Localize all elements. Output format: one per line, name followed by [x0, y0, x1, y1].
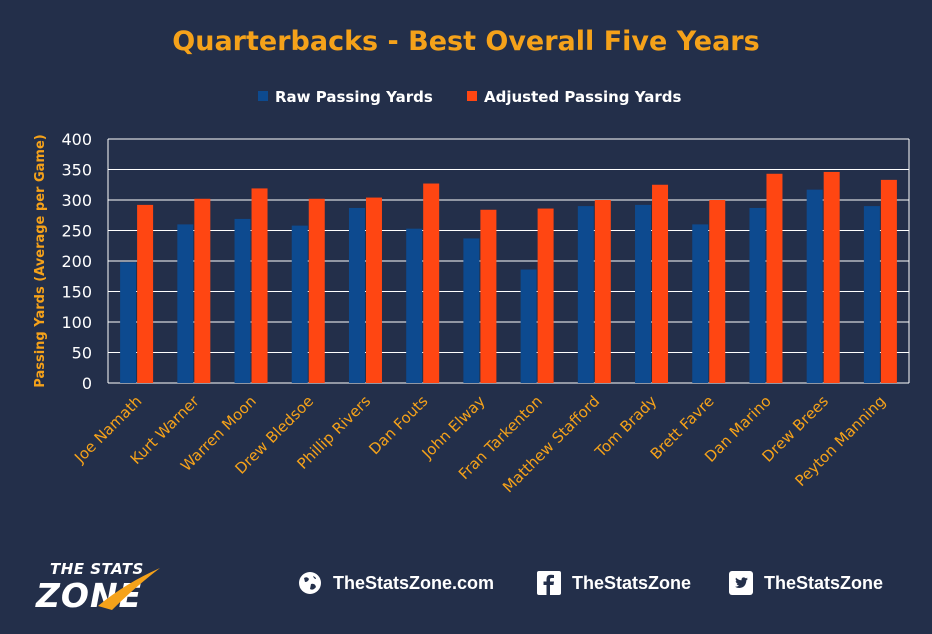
facebook-icon	[537, 571, 561, 595]
y-tick-label: 350	[61, 161, 92, 180]
bar-adjusted-brett-favre	[709, 200, 726, 383]
bar-adjusted-warren-moon	[251, 188, 268, 383]
bar-raw-drew-bledsoe	[291, 225, 308, 383]
y-axis-title: Passing Yards (Average per Game)	[33, 134, 48, 387]
bar-raw-fran-tarkenton	[520, 269, 537, 383]
bar-adjusted-john-elway	[480, 209, 497, 383]
bar-raw-warren-moon	[234, 218, 251, 383]
legend: Raw Passing Yards Adjusted Passing Yards	[258, 88, 681, 106]
bar-raw-tom-brady	[635, 204, 652, 383]
legend-label-raw: Raw Passing Yards	[275, 88, 433, 106]
bar-adjusted-phillip-rivers	[365, 197, 382, 383]
y-tick-label: 400	[61, 130, 92, 149]
bar-adjusted-dan-marino	[766, 173, 783, 383]
bar-raw-peyton-manning	[863, 206, 880, 383]
y-tick-labels: 0 50 100 150 200 250 300 350 400	[61, 130, 92, 393]
bar-raw-drew-brees	[806, 189, 823, 383]
twitter-text: TheStatsZone	[764, 572, 884, 593]
bar-raw-dan-fouts	[406, 228, 423, 383]
facebook-text: TheStatsZone	[572, 572, 692, 593]
y-tick-label: 150	[61, 283, 92, 302]
bar-adjusted-tom-brady	[652, 184, 669, 383]
facebook-link[interactable]: TheStatsZone	[536, 570, 691, 596]
gridlines	[107, 138, 910, 384]
bar-raw-dan-marino	[749, 207, 766, 383]
globe-icon	[299, 572, 321, 594]
legend-swatch-raw	[258, 91, 268, 101]
legend-label-adjusted: Adjusted Passing Yards	[484, 88, 681, 106]
y-tick-label: 250	[61, 222, 92, 241]
website-link[interactable]: TheStatsZone.com	[297, 570, 494, 596]
y-tick-label: 50	[72, 344, 92, 363]
stats-zone-logo: THE STATS ZONE	[36, 554, 206, 618]
bar-adjusted-matthew-stafford	[594, 200, 611, 383]
bar-raw-matthew-stafford	[577, 206, 594, 383]
website-text: TheStatsZone.com	[333, 572, 495, 593]
bar-adjusted-dan-fouts	[423, 183, 440, 383]
y-tick-label: 0	[82, 374, 92, 393]
x-tick-label: Matthew Stafford	[499, 392, 603, 496]
y-tick-label: 300	[61, 191, 92, 210]
bar-adjusted-fran-tarkenton	[537, 208, 554, 383]
logo-text-top: THE STATS	[50, 560, 144, 578]
legend-swatch-adjusted	[467, 91, 477, 101]
bar-adjusted-drew-bledsoe	[308, 198, 325, 383]
bar-adjusted-peyton-manning	[880, 179, 897, 383]
y-tick-label: 100	[61, 313, 92, 332]
bars	[120, 171, 897, 383]
bar-raw-phillip-rivers	[348, 207, 365, 383]
chart: Quarterbacks - Best Overall Five Years R…	[33, 26, 910, 497]
y-tick-label: 200	[61, 252, 92, 271]
bar-raw-kurt-warner	[177, 224, 194, 383]
bar-raw-brett-favre	[692, 224, 709, 383]
twitter-link[interactable]: TheStatsZone	[728, 570, 883, 596]
bar-raw-john-elway	[463, 238, 480, 383]
bar-adjusted-kurt-warner	[194, 198, 211, 383]
logo-swoosh-icon	[98, 568, 160, 610]
chart-title: Quarterbacks - Best Overall Five Years	[172, 26, 759, 57]
footer: THE STATS ZONE TheStatsZone.com TheStats…	[0, 548, 932, 628]
twitter-icon	[729, 571, 753, 595]
bar-raw-joe-namath	[120, 262, 137, 383]
bar-adjusted-drew-brees	[823, 171, 840, 383]
bar-adjusted-joe-namath	[137, 204, 154, 383]
